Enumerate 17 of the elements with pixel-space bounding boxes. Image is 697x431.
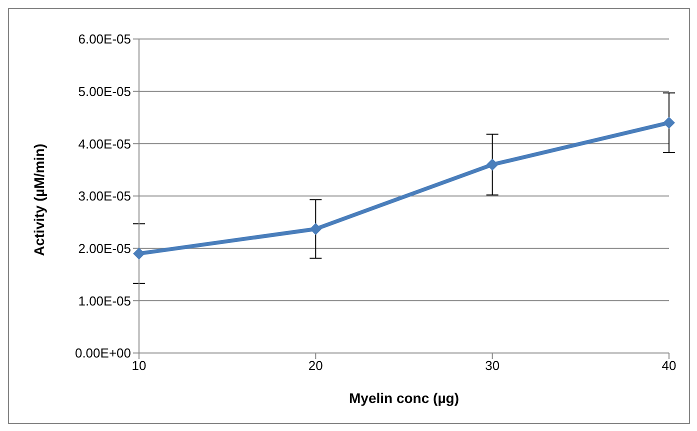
y-tick-label: 2.00E-05: [78, 240, 131, 256]
x-tick-label: 30: [485, 358, 500, 374]
y-tick-label: 6.00E-05: [78, 32, 131, 47]
y-tick-label: 4.00E-05: [78, 136, 131, 152]
x-tick-label: 10: [132, 358, 146, 374]
point: [486, 158, 498, 171]
y-axis-title: Activity (µM/min): [30, 144, 47, 256]
point: [133, 248, 145, 260]
x-tick-label: 20: [308, 358, 323, 374]
y-tick-label: 3.00E-05: [78, 188, 131, 204]
point: [663, 116, 675, 129]
x-tick-label: 40: [662, 358, 676, 374]
y-tick-label: 1.00E-05: [78, 293, 131, 308]
point: [310, 222, 322, 235]
y-tick-label: 0.00E+00: [74, 346, 131, 361]
y-tick-label: 5.00E-05: [78, 84, 131, 99]
x-axis-title: Myelin conc (µg): [349, 390, 459, 406]
